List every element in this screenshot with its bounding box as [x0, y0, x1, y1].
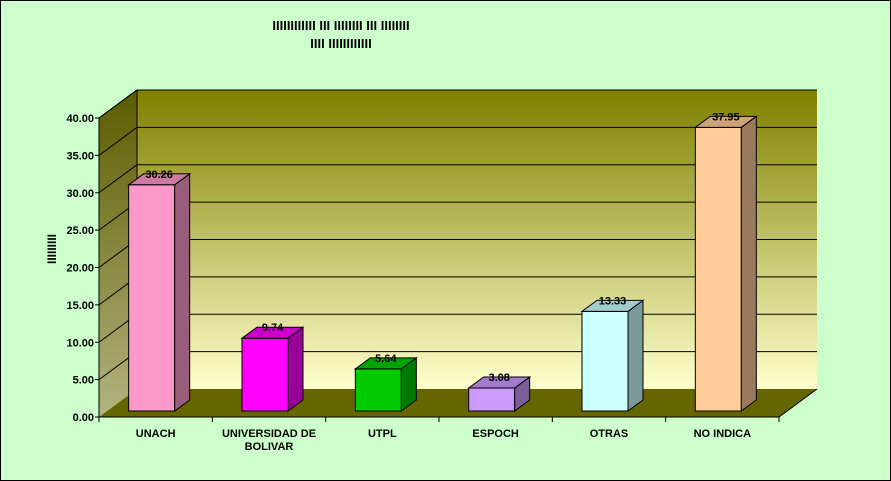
gridline-side	[98, 164, 138, 194]
bar-top	[580, 299, 645, 312]
bar-side	[627, 299, 644, 412]
bar-front	[468, 387, 516, 412]
y-tick-label: 30.00	[66, 188, 94, 200]
bar	[353, 356, 418, 412]
data-labels: 30.26 9.74 5.64 3.08 13.33 37.95	[145, 111, 739, 384]
bar	[467, 375, 532, 412]
bar-front	[694, 126, 742, 412]
bar-top	[240, 326, 305, 339]
chart-title: IIIIIIIIIIII III IIIIIIII III IIIIIIII I…	[272, 18, 409, 51]
gridline-side	[98, 126, 138, 156]
x-tick-label: ESPOCH	[472, 428, 519, 440]
bar	[693, 115, 758, 412]
bars	[127, 115, 758, 412]
bar-front	[128, 184, 176, 412]
bar-front	[241, 337, 289, 412]
x-tick-label: OTRAS	[590, 428, 629, 440]
bar-side	[740, 115, 757, 412]
data-label: 37.95	[712, 111, 740, 123]
bar-side	[174, 172, 191, 412]
x-tick-label: UTPL	[368, 428, 397, 440]
data-label: 9.74	[262, 322, 284, 334]
data-label: 30.26	[145, 169, 173, 181]
y-tick-label: 40.00	[66, 113, 94, 125]
top-edge	[98, 89, 138, 119]
x-tick-label: UNIVERSIDAD DE BOLIVAR	[222, 428, 316, 453]
data-label: 5.64	[375, 353, 397, 365]
bar-side	[287, 326, 304, 412]
y-tick-label: 0.00	[73, 412, 94, 424]
bar	[127, 172, 192, 412]
y-tick-label: 15.00	[66, 300, 94, 312]
y-tick-label: 10.00	[66, 337, 94, 349]
bar-top	[467, 376, 532, 389]
bar-top	[127, 173, 192, 186]
x-tick-labels: UNACH UNIVERSIDAD DE BOLIVAR UTPL ESPOCH OTRA…	[98, 417, 780, 453]
bar-top	[693, 115, 758, 128]
bar-front	[354, 368, 402, 412]
floor-edge	[778, 388, 818, 418]
y-tick-labels: 0.00 5.00 10.00 15.00 20.00 25.00 30.00 35.00 40…	[66, 113, 99, 424]
x-tick-label: NO INDICA	[694, 428, 752, 440]
bar	[580, 299, 645, 412]
x-tick-label: UNACH	[136, 428, 176, 440]
y-tick-label: 20.00	[66, 263, 94, 275]
y-tick-label: 25.00	[66, 225, 94, 237]
bar	[240, 326, 305, 412]
chart-title-line-1: IIIIIIIIIIII III IIIIIIII III IIIIIIII	[272, 18, 409, 33]
chart-title-line-2: IIII IIIIIIIIIIII	[310, 36, 371, 51]
y-axis-label: IIIIIIIII	[45, 234, 59, 264]
data-label: 3.08	[488, 372, 509, 384]
bar-top	[353, 357, 418, 370]
y-tick-label: 35.00	[66, 150, 94, 162]
y-tick-label: 5.00	[73, 375, 94, 387]
bar-front	[581, 310, 629, 412]
data-label: 13.33	[599, 295, 627, 307]
